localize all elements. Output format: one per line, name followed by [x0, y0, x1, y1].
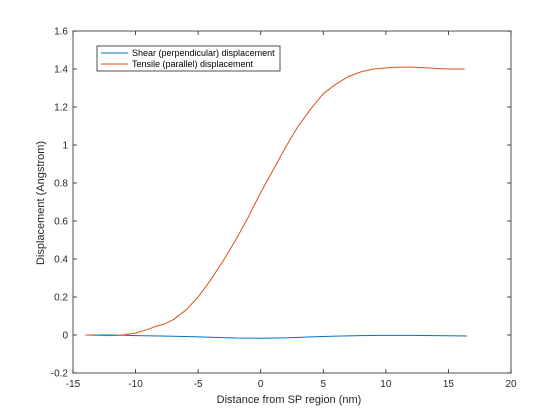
y-tick-label: -0.2 [51, 369, 69, 380]
plot-background [73, 31, 511, 373]
series-line-2 [85, 66, 465, 337]
plot-area [73, 31, 511, 373]
x-tick-label: 20 [505, 379, 517, 390]
x-tick-label: 5 [321, 379, 327, 390]
legend-label-1: Shear (perpendicular) displacement [132, 48, 275, 58]
axes-box [72, 30, 512, 374]
axes-frame [72, 30, 512, 374]
x-axis: -15 -10 -5 0 5 10 15 20 [66, 31, 517, 390]
x-tick-label: -15 [66, 379, 81, 390]
series-line-1 [85, 334, 468, 339]
legend-box [96, 45, 281, 72]
y-tick-label: 0.4 [54, 255, 68, 266]
y-tick-label: 0 [62, 331, 68, 342]
legend-label-2: Tensile (parallel) displacement [132, 59, 254, 69]
y-tick-label: 1.6 [54, 27, 68, 38]
x-tick-label: 10 [380, 379, 392, 390]
y-tick-label: 0.8 [54, 179, 68, 190]
series-layer [85, 66, 468, 339]
y-tick-label: 0.2 [54, 293, 68, 304]
y-tick-label: 0.6 [54, 217, 68, 228]
x-tick-label: -5 [194, 379, 203, 390]
y-tick-label: 1 [62, 141, 68, 152]
x-axis-title: Distance from SP region (nm) [217, 394, 362, 406]
y-tick-label: 1.2 [54, 103, 68, 114]
legend: Shear (perpendicular) displacementTensil… [96, 45, 281, 72]
x-tick-label: 15 [443, 379, 455, 390]
y-axis-title: Displacement (Angstrom) [35, 141, 47, 265]
y-tick-label: 1.4 [54, 65, 68, 76]
x-tick-label: 0 [258, 379, 264, 390]
x-tick-label: -10 [128, 379, 143, 390]
y-axis: -0.2 0 0.2 0.4 0.6 0.8 1 1.2 1.4 1.6 [51, 27, 511, 380]
